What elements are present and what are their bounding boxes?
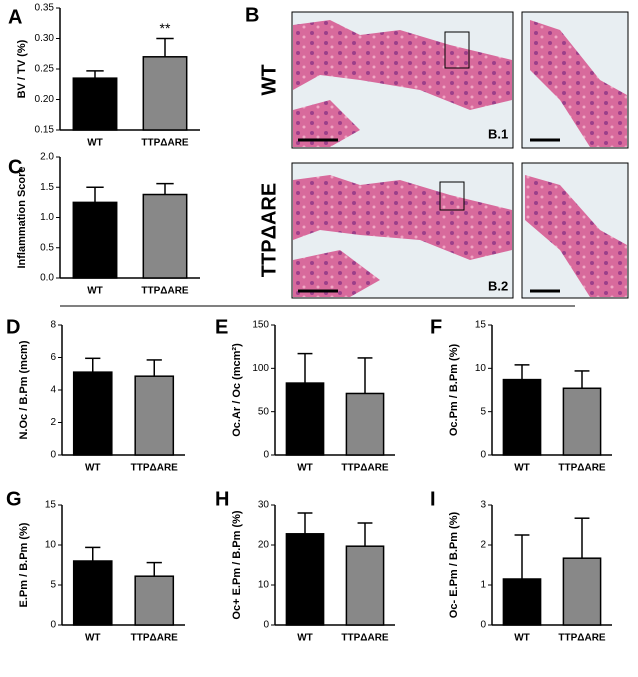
y-axis-label: E.Pm / B.Pm (%) xyxy=(18,522,30,607)
y-tick-label: 100 xyxy=(252,363,269,374)
bar xyxy=(502,578,542,626)
y-axis-label: N.Oc / B.Pm (mcm) xyxy=(18,340,30,439)
y-tick-label: 8 xyxy=(50,320,56,331)
x-tick-label: TTPΔARE xyxy=(131,463,179,474)
y-tick-label: 1 xyxy=(480,580,486,591)
panel-letter: G xyxy=(6,488,22,510)
y-tick-label: 5 xyxy=(50,580,56,591)
y-tick-label: 50 xyxy=(258,406,270,417)
y-tick-label: 10 xyxy=(45,540,57,551)
x-tick-label: TTPΔARE xyxy=(131,633,179,644)
bar xyxy=(285,382,325,456)
bar xyxy=(142,56,188,131)
histology-images xyxy=(291,11,629,299)
y-tick-label: 0.35 xyxy=(35,3,55,14)
y-tick-label: 150 xyxy=(252,320,269,331)
x-tick-label: WT xyxy=(297,463,313,474)
y-tick-label: 0 xyxy=(50,620,56,631)
bar xyxy=(502,378,542,456)
y-tick-label: 10 xyxy=(475,363,487,374)
y-tick-label: 0.5 xyxy=(40,242,54,253)
row-label: WT xyxy=(258,64,280,95)
x-tick-label: TTPΔARE xyxy=(558,463,606,474)
x-tick-label: WT xyxy=(85,463,101,474)
bar xyxy=(72,371,113,456)
x-tick-label: WT xyxy=(297,633,313,644)
y-axis-label: Inflammation Score xyxy=(16,166,28,268)
x-tick-label: TTPΔARE xyxy=(141,286,189,297)
row-label: TTPΔARE xyxy=(258,183,280,277)
y-tick-label: 15 xyxy=(45,500,57,511)
x-tick-label: WT xyxy=(85,633,101,644)
bar xyxy=(142,193,188,279)
panel-letter: E xyxy=(215,316,228,338)
bar xyxy=(345,392,385,456)
y-tick-label: 15 xyxy=(475,320,487,331)
panel-letter: I xyxy=(430,488,436,510)
y-tick-label: 2 xyxy=(480,540,486,551)
bar xyxy=(134,575,175,626)
y-tick-label: 0.15 xyxy=(35,125,55,136)
y-tick-label: 1.0 xyxy=(40,212,54,223)
y-axis-label: BV / TV (%) xyxy=(16,39,28,98)
y-tick-label: 20 xyxy=(258,540,270,551)
y-axis-label: Oc- E.Pm / B.Pm (%) xyxy=(448,511,460,618)
significance: ** xyxy=(160,20,171,36)
y-tick-label: 6 xyxy=(50,352,56,363)
x-tick-label: WT xyxy=(514,463,530,474)
y-tick-label: 0.0 xyxy=(40,273,54,284)
x-tick-label: WT xyxy=(87,286,103,297)
y-axis-label: Oc.Ar / Oc (mcm²) xyxy=(231,343,243,437)
bar xyxy=(285,533,325,626)
bar xyxy=(345,545,385,626)
image-label: B.2 xyxy=(488,278,508,293)
panel-letter: A xyxy=(8,6,22,28)
y-tick-label: 2 xyxy=(50,417,56,428)
y-tick-label: 3 xyxy=(480,500,486,511)
y-tick-label: 0.20 xyxy=(35,94,55,105)
y-tick-label: 1.5 xyxy=(40,182,54,193)
y-axis-label: Oc+ E.Pm / B.Pm (%) xyxy=(231,510,243,619)
panel-letter: B xyxy=(245,4,259,26)
y-tick-label: 0 xyxy=(480,450,486,461)
y-tick-label: 0 xyxy=(263,620,269,631)
y-tick-label: 4 xyxy=(50,385,56,396)
panel-letter: F xyxy=(430,316,442,338)
bar xyxy=(72,77,118,131)
y-tick-label: 0.30 xyxy=(35,33,55,44)
y-tick-label: 0 xyxy=(480,620,486,631)
bar xyxy=(562,557,602,626)
x-tick-label: TTPΔARE xyxy=(341,463,389,474)
panel-letter: C xyxy=(8,156,22,178)
y-tick-label: 5 xyxy=(480,406,486,417)
image-label: B.1 xyxy=(488,126,508,141)
x-tick-label: TTPΔARE xyxy=(558,633,606,644)
y-axis-label: Oc.Pm / B.Pm (%) xyxy=(448,344,460,437)
x-tick-label: WT xyxy=(87,138,103,149)
panel-letter: D xyxy=(6,316,20,338)
x-tick-label: TTPΔARE xyxy=(141,138,189,149)
y-tick-label: 10 xyxy=(258,580,270,591)
panel-letter: H xyxy=(215,488,229,510)
y-tick-label: 2.0 xyxy=(40,152,54,163)
bar xyxy=(562,387,602,456)
x-tick-label: WT xyxy=(514,633,530,644)
bar xyxy=(72,560,113,626)
x-tick-label: TTPΔARE xyxy=(341,633,389,644)
bar xyxy=(134,375,175,456)
bar xyxy=(72,201,118,279)
y-tick-label: 30 xyxy=(258,500,270,511)
y-tick-label: 0 xyxy=(263,450,269,461)
y-tick-label: 0.25 xyxy=(35,64,55,75)
y-tick-label: 0 xyxy=(50,450,56,461)
